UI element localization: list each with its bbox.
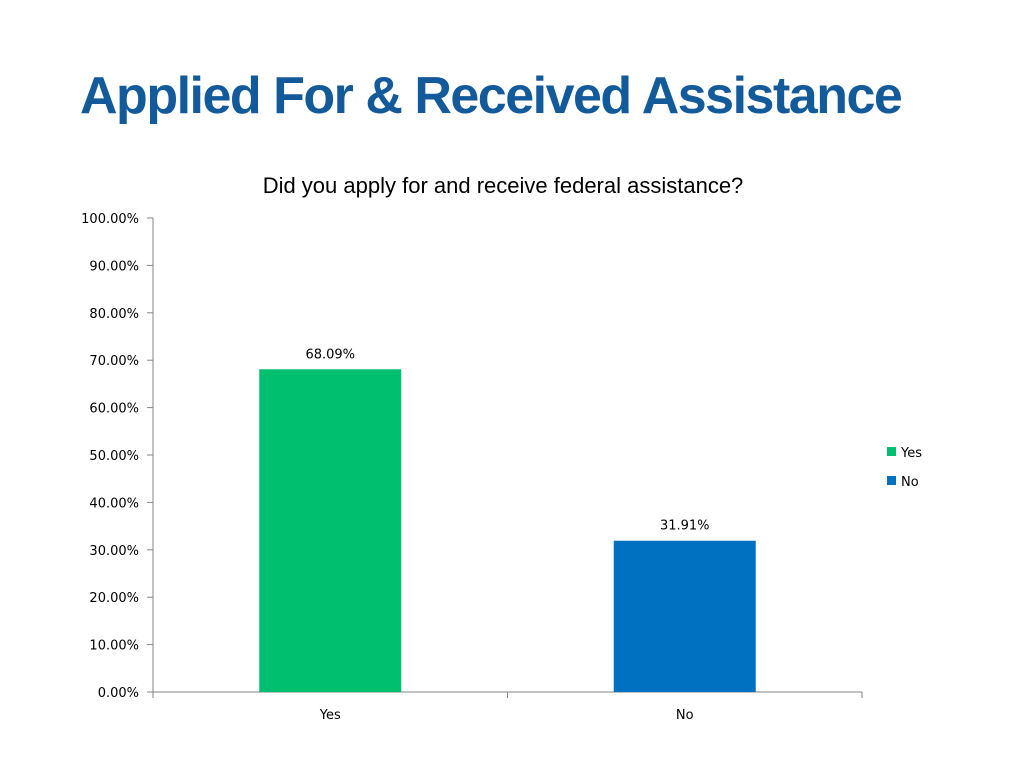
- y-tick-label: 0.00%: [98, 686, 139, 701]
- y-tick-label: 50.00%: [89, 449, 139, 464]
- y-tick-label: 40.00%: [89, 496, 139, 511]
- x-category-label-yes: Yes: [319, 708, 341, 723]
- y-tick-label: 60.00%: [89, 402, 139, 417]
- bar-yes: [259, 369, 402, 692]
- chart-bars: 68.09% 31.91%: [259, 347, 756, 692]
- y-tick-label: 10.00%: [89, 639, 139, 654]
- y-tick-label: 90.00%: [89, 259, 139, 274]
- legend-swatch-no: [887, 476, 896, 485]
- chart-axes: 0.00% 10.00% 20.00% 30.00% 40.00% 50.00% 60.00…: [81, 212, 863, 723]
- chart-title: Did you apply for and receive federal as…: [263, 173, 744, 198]
- legend-label-yes: Yes: [900, 446, 922, 461]
- y-tick-label: 100.00%: [81, 212, 139, 227]
- slide-title: Applied For & Received Assistance: [80, 67, 903, 125]
- y-tick-label: 20.00%: [89, 591, 139, 606]
- bar-no: [613, 540, 756, 692]
- legend-label-no: No: [901, 475, 919, 490]
- y-tick-label: 80.00%: [89, 307, 139, 322]
- chart-legend: Yes No: [887, 446, 922, 490]
- legend-swatch-yes: [887, 447, 896, 456]
- x-category-label-no: No: [676, 708, 694, 723]
- y-tick-label: 30.00%: [89, 544, 139, 559]
- data-label-no: 31.91%: [660, 519, 710, 534]
- y-tick-label: 70.00%: [89, 354, 139, 369]
- data-label-yes: 68.09%: [305, 347, 355, 362]
